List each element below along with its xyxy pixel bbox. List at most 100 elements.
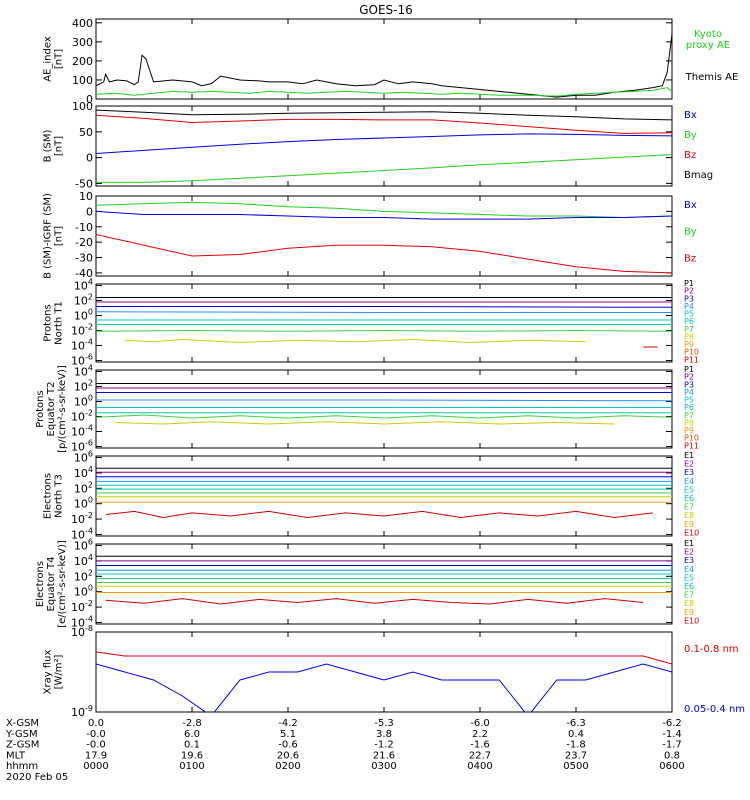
- panel-frame: [95, 105, 673, 187]
- x-row-value: 17.9: [85, 750, 107, 761]
- y-axis-label: North T3: [54, 474, 65, 518]
- y-axis-label: Protons: [35, 390, 46, 427]
- x-row-value: 0200: [275, 761, 300, 772]
- x-row-value: 0100: [179, 761, 204, 772]
- x-row-label: MLT: [6, 750, 26, 761]
- x-row-value: -6.3: [566, 718, 586, 729]
- series-group: [96, 34, 672, 98]
- legend-item: P5: [684, 396, 694, 405]
- legend-item: P11: [684, 441, 699, 450]
- y-tick-label: -50: [75, 177, 93, 190]
- legend-item: E7: [684, 591, 694, 600]
- legend-item: P9: [684, 340, 694, 349]
- series-e10: [105, 598, 644, 605]
- y-tick-label: 50: [79, 126, 93, 139]
- series-p7: [96, 329, 672, 332]
- y-tick-label: -20: [75, 236, 93, 249]
- x-row-value: 19.6: [181, 750, 203, 761]
- legend-item: P5: [684, 310, 694, 319]
- series-bx: [96, 133, 672, 154]
- legend-item: P1: [684, 279, 694, 288]
- x-row-value: -1.4: [662, 729, 682, 740]
- legend-item: Themis AE: [685, 72, 739, 83]
- series-group: [96, 109, 672, 183]
- y-tick-label: 0: [86, 205, 93, 218]
- x-row-value: 22.7: [469, 750, 491, 761]
- legend-item: Bz: [684, 253, 696, 264]
- x-row-value: 0.1: [184, 740, 200, 751]
- panel-bsm: -50 0 50 100 B (SM) [nT] Bx By Bz Bmag: [43, 100, 714, 190]
- series-bz: [96, 114, 672, 134]
- y-axis-label: North T1: [54, 301, 65, 345]
- y-tick-label: 104: [74, 278, 93, 293]
- legend-item: Bmag: [684, 170, 713, 181]
- x-row-value: -6.2: [662, 718, 682, 729]
- y-tick-label: 10-2: [71, 409, 93, 424]
- legend-item: E3: [684, 556, 694, 565]
- x-row-value: 0300: [371, 761, 396, 772]
- legend-item: E10: [684, 528, 699, 537]
- y-tick-label: 102: [74, 293, 93, 308]
- legend-item: P6: [684, 403, 694, 412]
- x-row-label: X-GSM: [6, 718, 39, 729]
- x-row-value: 20.6: [277, 750, 299, 761]
- y-tick-label: 104: [74, 553, 93, 568]
- legend-item: E10: [684, 616, 699, 625]
- series-e10: [105, 510, 653, 519]
- y-tick-label: 102: [74, 480, 93, 495]
- panel-frame: [95, 369, 673, 449]
- y-axis-label: [W/m²]: [54, 654, 65, 689]
- y-axis-label: [e/(cm²-s-sr-keV)]: [57, 540, 68, 628]
- x-row-value: -6.0: [470, 718, 490, 729]
- series-kyoto-proxy-ae: [96, 87, 672, 97]
- legend-item: E1: [684, 451, 694, 460]
- x-row-label: hhmm: [6, 761, 38, 772]
- legend-item: E8: [684, 599, 694, 608]
- y-axis-label: Equator T2: [46, 382, 57, 437]
- x-row-value: -1.2: [374, 740, 394, 751]
- series-themis-ae: [96, 34, 672, 98]
- legend-item: P1: [684, 365, 694, 374]
- legend-item: Bx: [684, 110, 697, 121]
- x-row-value: 23.7: [565, 750, 587, 761]
- panel-frame: [95, 18, 673, 100]
- legend-item: E5: [684, 485, 694, 494]
- legend-item: E3: [684, 468, 694, 477]
- series-p3: [96, 306, 672, 308]
- y-tick-label: 400: [72, 17, 93, 30]
- y-tick-label: -30: [75, 252, 93, 265]
- y-tick-label: 106: [74, 450, 93, 465]
- x-axis-table: X-GSM 0.0 -2.8 -4.2 -5.3 -6.0 -6.3 -6.2 Y-GSM -0.…: [5, 718, 685, 783]
- x-row-value: -2.8: [182, 718, 202, 729]
- series-p4: [96, 311, 672, 313]
- legend-item: P10: [684, 348, 699, 357]
- y-axis-label: Electrons: [35, 561, 46, 607]
- y-axis-label: [nT]: [54, 226, 65, 246]
- y-axis-label: Equator T4: [46, 557, 57, 612]
- series-0-05-0-4-nm: [96, 663, 672, 712]
- x-row-value: -0.0: [86, 729, 106, 740]
- legend-item: E2: [684, 460, 694, 469]
- y-tick-label: 10-8: [71, 624, 93, 639]
- y-tick-label: 102: [74, 379, 93, 394]
- x-row-value: 3.8: [376, 729, 392, 740]
- y-tick-label: -10: [75, 221, 93, 234]
- y-tick-label: 10-4: [71, 424, 93, 439]
- series-bmag: [96, 109, 672, 121]
- x-row-value: 6.0: [184, 729, 200, 740]
- y-axis-label: Electrons: [43, 473, 54, 519]
- x-row-value: -1.6: [470, 740, 490, 751]
- y-tick-label: 106: [74, 538, 93, 553]
- x-row-value: 2.2: [472, 729, 488, 740]
- legend-item: P4: [684, 388, 694, 397]
